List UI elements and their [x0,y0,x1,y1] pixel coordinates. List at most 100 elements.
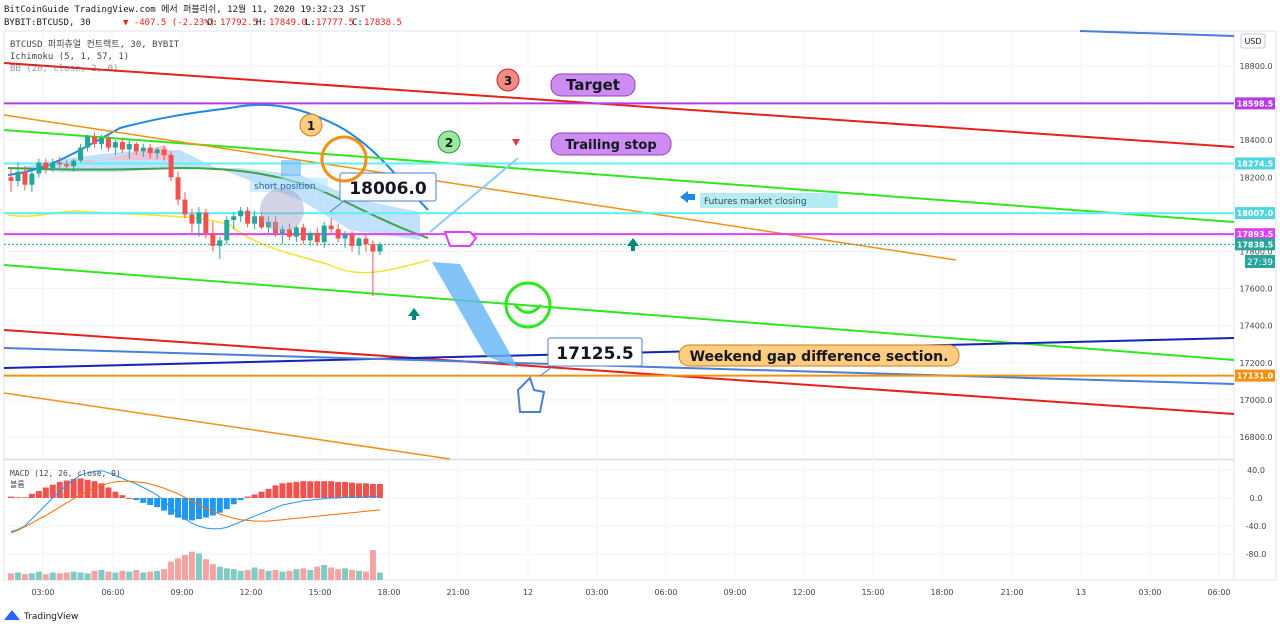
volume-bar [133,570,140,580]
macd-axis-label: 0.0 [1250,494,1263,503]
macd-pane[interactable] [3,459,1235,581]
target-callout [550,73,636,97]
macd-hist-bar [230,498,237,505]
trend-lines [3,30,1235,460]
macd-legend-sub: 볼륨 [10,479,25,489]
candle-body [328,225,334,230]
trailing-callout [550,132,672,156]
red-channel-top [3,62,1235,148]
candle-body [279,229,285,233]
macd-hist-bar [8,496,14,498]
entry-pointer [329,199,346,213]
volume-bar [237,570,244,580]
x-tick-label: 12:00 [239,588,262,597]
macd-hist-bar [28,493,35,498]
up-arrow-line [429,157,519,233]
price-axis[interactable] [1233,30,1277,581]
candle-body [356,238,362,246]
position-square [281,160,301,176]
candle-body [29,173,35,185]
macd-hist-bar [188,498,195,521]
x-tick-label: 15:00 [308,588,331,597]
y-tick-label: 18400.0 [1239,136,1272,145]
macd-hist-bar [126,498,133,499]
y-tick-label: 18800.0 [1239,62,1272,71]
macd-hist-bar [91,481,98,498]
step-number: 3 [504,74,512,88]
candle-body [15,171,21,182]
candle-body [147,147,153,154]
step-bubble [299,113,323,137]
step-bubble [496,68,520,92]
x-tick-label: 21:00 [1000,588,1023,597]
candle-body [85,136,91,148]
laughing-face-icon [504,281,552,329]
h-label: H: [256,18,267,28]
macd-hist-bar [237,498,244,501]
x-tick-label: 06:00 [654,588,677,597]
signal-line [10,480,380,534]
volume-bar [168,561,175,580]
logo-icon [4,610,20,620]
volume-bar [70,571,77,580]
candle-body [224,219,230,241]
legend-bb: BB (20, close, 2, 0) [10,64,118,74]
macd-hist-bar [209,498,216,516]
step-number: 2 [445,136,453,150]
x-tick-label: 21:00 [446,588,469,597]
macd-indicator [8,470,383,580]
macd-hist-bar [286,482,293,498]
x-tick-label: 06:00 [101,588,124,597]
candle-body [300,227,306,241]
x-tick-label: 03:00 [585,588,608,597]
macd-hist-bar [272,485,279,498]
price-tag [1235,97,1275,110]
macd-hist-bar [328,481,335,498]
currency-button[interactable] [1240,33,1266,49]
y-tick-label: 18200.0 [1239,173,1272,182]
macd-hist-bar [321,481,328,498]
macd-hist-bar [258,491,265,498]
candle-body [377,244,383,252]
macd-hist-bar [202,498,209,518]
macd-hist-bar [369,484,376,498]
x-tick-label: 09:00 [170,588,193,597]
volume-bar [369,550,376,580]
candle-body [314,232,320,243]
volume-bar [8,573,14,580]
price-tag-label: 17131.0 [1237,372,1274,381]
candle-body [349,234,355,246]
macd-hist-bar [140,498,147,503]
ohlc-row: BYBIT:BTCUSD, 30 ▼ -407.5 (-2.23%) O: 17… [4,18,402,28]
orange-line-bottom [3,392,451,460]
legend-title: BTCUSD 퍼피츄얼 컨트랙트, 30, BYBIT [10,39,180,50]
macd-hist-bar [342,481,349,498]
volume-bar [84,573,91,580]
red-channel-bottom [3,329,1235,415]
volume-bar [342,568,349,580]
candle-body [71,160,77,167]
macd-hist-bar [182,498,188,520]
up-marker-icon [627,238,639,251]
volume-bar [175,558,182,580]
y-tick-label: 17200.0 [1239,359,1272,368]
volume-bar [49,572,56,580]
candle-body [286,229,292,237]
tradingview-logo[interactable]: TradingView [4,610,78,622]
y-tick-label: 16800.0 [1239,433,1272,442]
candle-body [266,221,272,228]
price-pane[interactable] [3,30,1235,460]
macd-hist-bar [56,481,63,498]
volume-bar [98,570,105,580]
weekend-callout [678,344,960,367]
candle-body [161,149,167,156]
volume-bar [140,572,147,580]
macd-hist-bar [84,479,91,498]
macd-hist-bar [147,498,154,505]
candle-body [50,162,56,169]
macd-hist-bar [265,488,272,498]
volume-bar [112,572,119,580]
entry-price-label: 18006.0 [349,179,427,199]
candle-body [321,225,327,243]
